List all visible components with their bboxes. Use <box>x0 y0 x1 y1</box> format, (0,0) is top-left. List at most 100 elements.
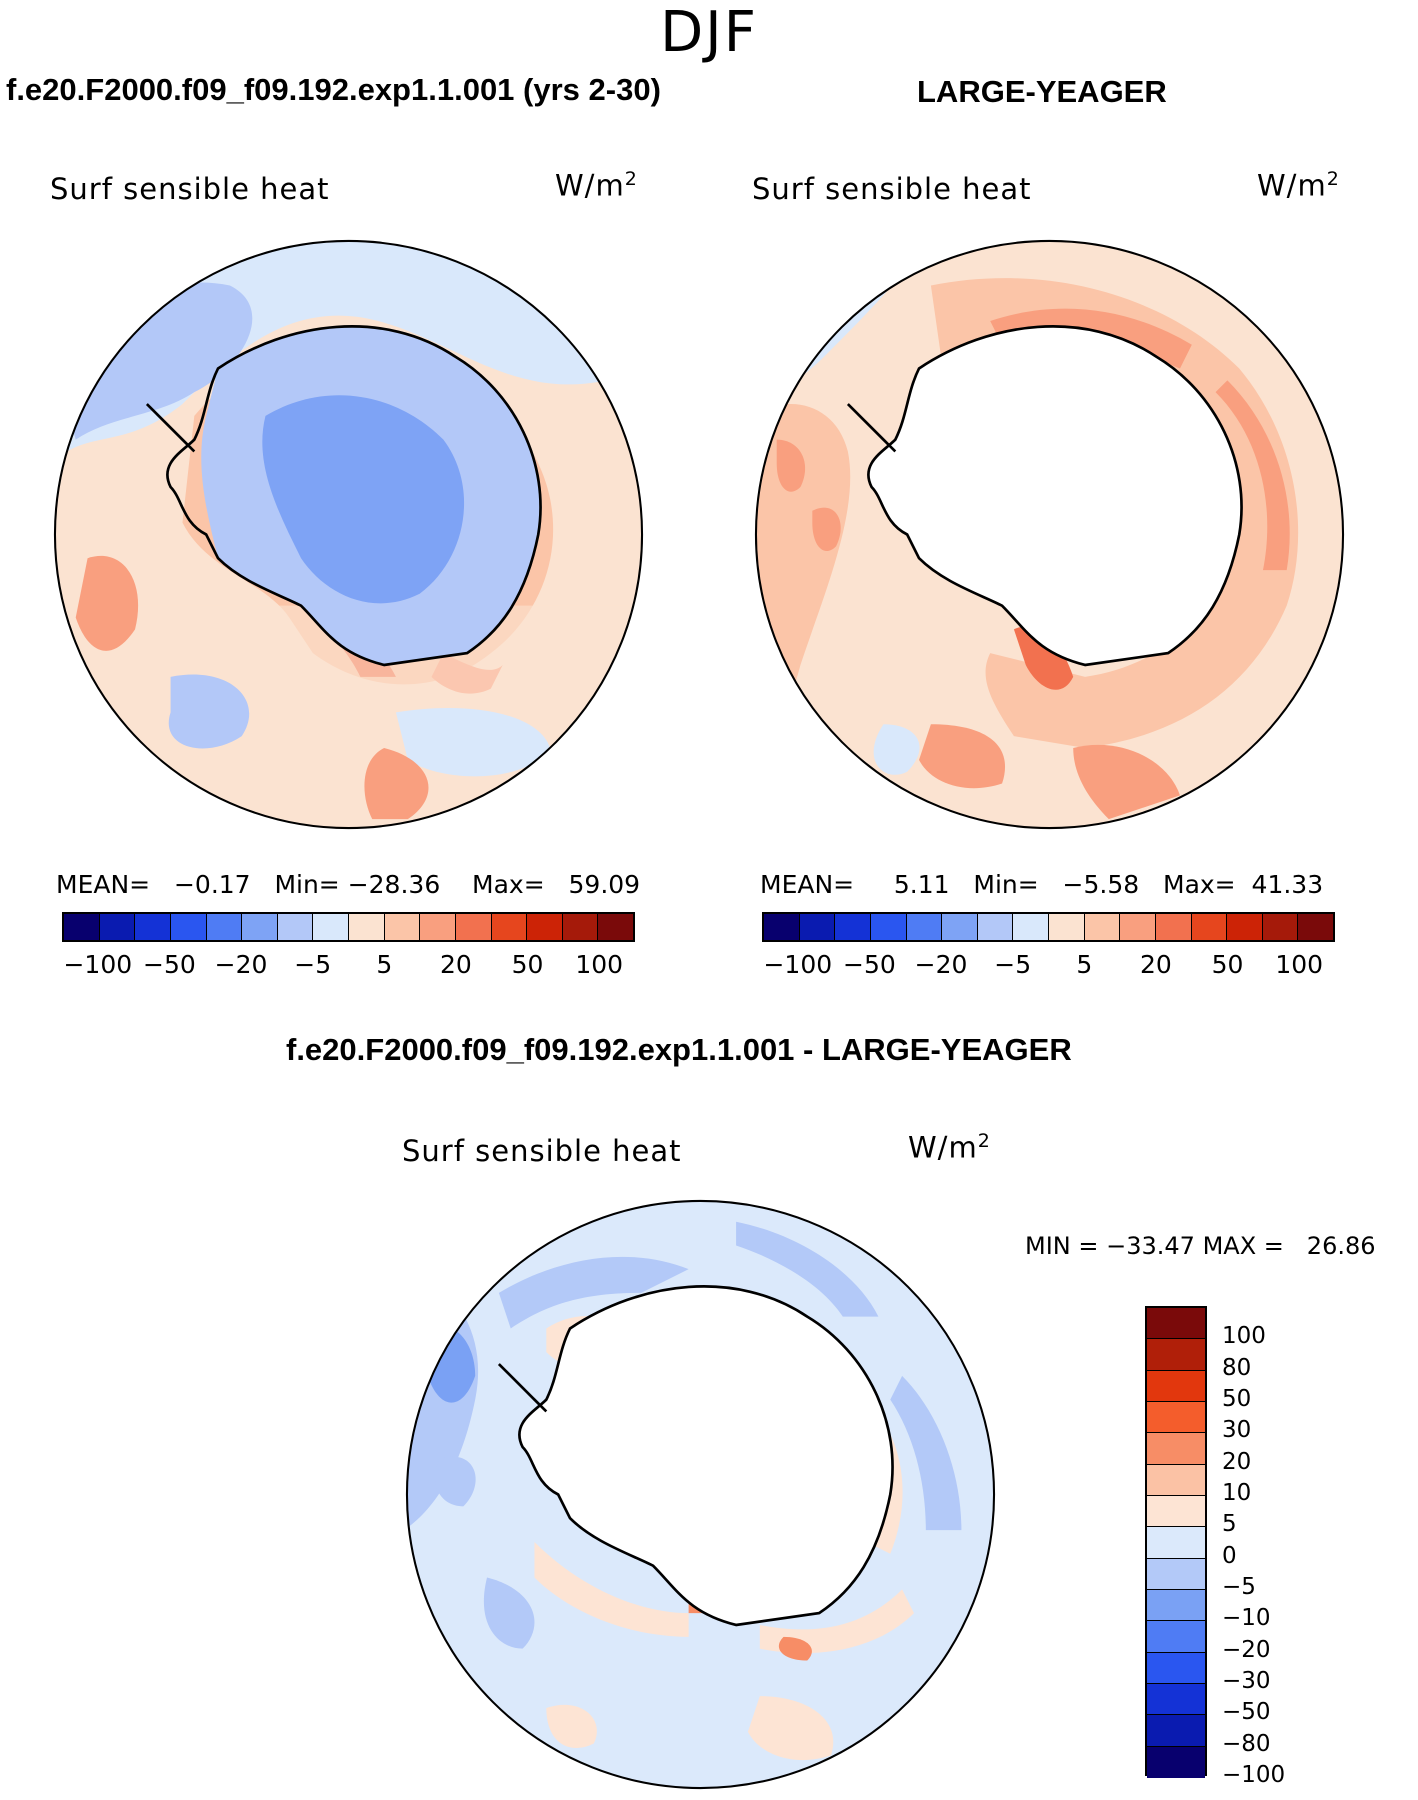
colorbar-segment <box>1147 1621 1205 1653</box>
colorbar-segment <box>799 914 836 940</box>
colorbar-segment <box>1147 1527 1205 1559</box>
colorbar-segment <box>1049 914 1085 940</box>
colorbar-segment <box>384 914 421 940</box>
colorbar-level-label: 0 <box>1222 1542 1237 1569</box>
left-stats: MEAN= −0.17 Min= −28.36 Max= 59.09 <box>56 870 641 899</box>
colorbar-segment <box>1298 914 1333 940</box>
colorbar-segment <box>1147 1370 1205 1402</box>
colorbar-segment <box>1147 1652 1205 1684</box>
colorbar-tick-label: 100 <box>1275 950 1324 979</box>
left-units-label: W/m2 <box>555 168 638 203</box>
colorbar-segment <box>1155 914 1192 940</box>
left-colorbar-ticks: −100 −50 −20 −5 5 20 50 100 <box>62 950 635 980</box>
right-units-label: W/m2 <box>1257 168 1340 203</box>
colorbar-level-label: 5 <box>1222 1511 1237 1538</box>
colorbar-level-label: 10 <box>1222 1480 1252 1506</box>
colorbar-segment <box>135 914 171 940</box>
colorbar-tick-label: 20 <box>1140 950 1172 979</box>
colorbar-level-label: 50 <box>1222 1386 1252 1412</box>
colorbar-segment <box>1262 914 1299 940</box>
colorbar-segment <box>99 914 136 940</box>
colorbar-segment <box>206 914 243 940</box>
colorbar-segment <box>977 914 1014 940</box>
colorbar-segment <box>870 914 907 940</box>
colorbar-level-label: −50 <box>1222 1699 1271 1726</box>
colorbar-segment <box>1147 1715 1205 1747</box>
difference-colorbar <box>1145 1306 1207 1778</box>
colorbar-segment <box>1147 1495 1205 1528</box>
colorbar-segment <box>1191 914 1228 940</box>
colorbar-level-label: 100 <box>1222 1323 1266 1350</box>
colorbar-segment <box>598 914 633 940</box>
difference-panel-title: f.e20.F2000.f09_f09.192.exp1.1.001 - LAR… <box>286 1032 1072 1067</box>
colorbar-level-label: 80 <box>1222 1354 1252 1381</box>
colorbar-tick-label: 50 <box>511 950 544 979</box>
diff-units-label: W/m2 <box>908 1130 991 1165</box>
right-stats: MEAN= 5.11 Min= −5.58 Max= 41.33 <box>760 870 1324 899</box>
right-colorbar <box>762 912 1335 942</box>
colorbar-segment <box>1227 914 1263 940</box>
colorbar-segment <box>491 914 528 940</box>
colorbar-segment <box>170 914 207 940</box>
colorbar-level-label: −80 <box>1222 1730 1271 1757</box>
colorbar-tick-label: −100 <box>63 950 133 979</box>
colorbar-segment <box>1147 1558 1205 1590</box>
colorbar-segment <box>1084 914 1121 940</box>
colorbar-segment <box>942 914 978 940</box>
season-title: DJF <box>660 0 758 65</box>
colorbar-tick-label: 5 <box>376 950 393 979</box>
colorbar-level-label: 30 <box>1222 1417 1252 1444</box>
colorbar-tick-label: −20 <box>214 950 268 979</box>
left-panel-title: f.e20.F2000.f09_f09.192.exp1.1.001 (yrs … <box>6 72 661 107</box>
difference-colorbar-labels: 100 80 50 30 20 10 5 0 −5 −10 −20 −30 −50 −80 −100 <box>1222 1306 1322 1788</box>
colorbar-segment <box>1147 1683 1205 1716</box>
colorbar-level-label: −5 <box>1222 1574 1256 1600</box>
difference-polar-map <box>405 1199 996 1790</box>
colorbar-segment <box>906 914 943 940</box>
left-polar-map <box>53 239 644 830</box>
left-colorbar <box>62 912 635 942</box>
colorbar-segment <box>64 914 100 940</box>
colorbar-segment <box>277 914 314 940</box>
colorbar-segment <box>1147 1308 1205 1340</box>
colorbar-segment <box>1120 914 1156 940</box>
colorbar-tick-label: −100 <box>763 950 833 979</box>
colorbar-segment <box>420 914 456 940</box>
right-polar-map <box>754 239 1345 830</box>
diff-variable-label: Surf sensible heat <box>402 1134 682 1168</box>
colorbar-segment <box>562 914 599 940</box>
colorbar-segment <box>349 914 385 940</box>
right-panel-title: LARGE-YEAGER <box>917 74 1167 109</box>
colorbar-tick-label: −50 <box>143 950 196 979</box>
colorbar-segment <box>764 914 800 940</box>
colorbar-segment <box>1147 1433 1205 1465</box>
colorbar-segment <box>1147 1401 1205 1434</box>
left-variable-label: Surf sensible heat <box>50 172 330 206</box>
colorbar-level-label: −30 <box>1222 1668 1271 1694</box>
right-colorbar-ticks: −100 −50 −20 −5 5 20 50 100 <box>762 950 1335 980</box>
colorbar-level-label: −10 <box>1222 1605 1271 1632</box>
colorbar-segment <box>527 914 563 940</box>
colorbar-tick-label: −20 <box>914 950 968 979</box>
colorbar-segment <box>455 914 492 940</box>
colorbar-level-label: −100 <box>1222 1762 1286 1788</box>
colorbar-segment <box>1147 1339 1205 1371</box>
colorbar-segment <box>835 914 871 940</box>
colorbar-tick-label: −5 <box>994 950 1032 979</box>
colorbar-segment <box>1147 1746 1205 1778</box>
colorbar-tick-label: 50 <box>1211 950 1244 979</box>
diff-stats: MIN = −33.47 MAX = 26.86 <box>1025 1232 1376 1260</box>
colorbar-segment <box>1147 1464 1205 1496</box>
colorbar-tick-label: −50 <box>843 950 896 979</box>
right-variable-label: Surf sensible heat <box>752 172 1032 206</box>
colorbar-level-label: 20 <box>1222 1448 1252 1475</box>
colorbar-tick-label: −5 <box>294 950 332 979</box>
colorbar-segment <box>313 914 349 940</box>
colorbar-tick-label: 20 <box>440 950 472 979</box>
colorbar-segment <box>242 914 278 940</box>
colorbar-level-label: −20 <box>1222 1636 1271 1663</box>
colorbar-tick-label: 100 <box>575 950 624 979</box>
colorbar-tick-label: 5 <box>1076 950 1093 979</box>
colorbar-segment <box>1013 914 1049 940</box>
colorbar-segment <box>1147 1589 1205 1622</box>
